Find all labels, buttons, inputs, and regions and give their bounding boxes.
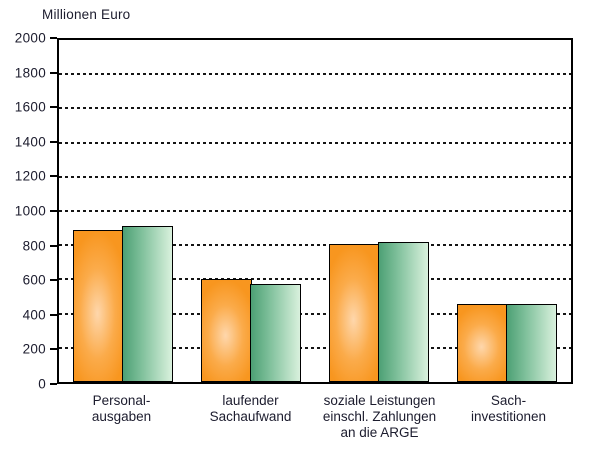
gridline-1400 <box>59 141 571 144</box>
y-tick-mark-600 <box>50 279 57 282</box>
y-tick-label-2000: 2000 <box>14 30 46 46</box>
y-tick-mark-1200 <box>50 175 57 178</box>
bar-series-orange-4 <box>456 304 508 382</box>
y-tick-mark-1000 <box>50 210 57 212</box>
y-tick-label-400: 400 <box>22 307 46 323</box>
y-tick-label-1000: 1000 <box>14 203 46 219</box>
bar-group-2 <box>187 40 315 382</box>
y-tick-mark-1400 <box>50 140 57 143</box>
gridline-400 <box>59 312 571 315</box>
bar-group-1 <box>59 40 187 382</box>
y-tick-label-1600: 1600 <box>14 99 46 115</box>
y-axis-labels: 2000 1800 1600 1400 1200 1000 800 600 400 200 0 <box>0 31 46 392</box>
y-tick-mark-1600 <box>50 106 57 109</box>
y-tick-label-800: 800 <box>22 238 46 254</box>
y-tick-label-1400: 1400 <box>14 134 46 150</box>
bar-series-orange-3 <box>328 244 380 382</box>
gridline-200 <box>59 346 571 349</box>
x-category-label-4: Sach- investitionen <box>470 393 547 424</box>
gridline-800 <box>59 244 571 247</box>
y-tick-label-200: 200 <box>22 341 46 357</box>
bar-series-orange-2 <box>200 279 252 382</box>
bar-series-green-4 <box>506 304 558 382</box>
y-tick-label-1800: 1800 <box>14 65 46 81</box>
bar-series-green-3 <box>378 241 430 382</box>
gridline-1800 <box>59 73 571 76</box>
y-tick-mark-800 <box>50 244 57 247</box>
bar-group-3 <box>315 40 443 382</box>
y-tick-mark-1800 <box>50 71 57 74</box>
gridline-600 <box>59 278 571 281</box>
y-tick-label-0: 0 <box>38 376 46 392</box>
x-category-label-1: Personal- ausgaben <box>91 393 152 424</box>
y-tick-mark-400 <box>50 313 57 316</box>
y-tick-mark-2000 <box>50 37 57 39</box>
y-tick-mark-200 <box>50 348 57 351</box>
plot-area <box>57 38 573 384</box>
chart-title: Millionen Euro <box>42 7 131 22</box>
x-category-label-2: laufender Sachaufwand <box>209 393 292 424</box>
bar-group-4 <box>443 40 571 382</box>
x-category-label-3: soziale Leistungen einschl. Zahlungen an… <box>322 393 437 440</box>
bar-series-green-1 <box>122 225 174 382</box>
bar-series-green-2 <box>250 283 302 382</box>
bar-series-orange-1 <box>72 229 124 382</box>
x-axis-labels: Personal- ausgaben laufender Sachaufwand s… <box>57 393 573 441</box>
y-tick-mark-0 <box>50 383 57 385</box>
y-tick-label-1200: 1200 <box>14 168 46 184</box>
y-tick-label-600: 600 <box>22 272 46 288</box>
gridline-1200 <box>59 175 571 178</box>
gridline-1000 <box>59 210 571 212</box>
gridline-1600 <box>59 107 571 110</box>
